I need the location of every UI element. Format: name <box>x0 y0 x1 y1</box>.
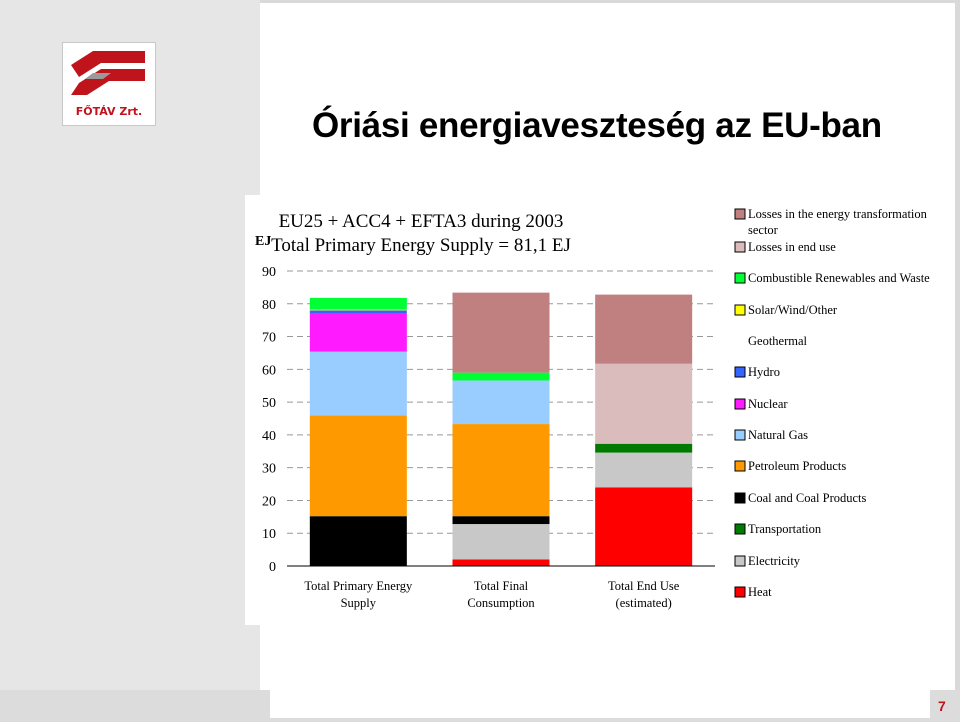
page-number: 7 <box>938 698 946 714</box>
legend-label: Geothermal <box>748 334 808 348</box>
y-tick-label: 30 <box>262 462 276 477</box>
stacked-bar-chart: 0 10 20 30 40 50 60 70 80 90 Total Primary Energy S… <box>255 207 930 610</box>
legend-label: Combustible Renewables and Waste <box>748 271 930 285</box>
legend-label: Hydro <box>748 365 780 379</box>
bar-segment-solar-wind-other <box>309 309 407 311</box>
legend-label: Losses in end use <box>748 240 836 254</box>
bar-segment-coal-and-coal-products <box>309 516 407 566</box>
legend-swatch <box>734 241 746 253</box>
y-tick-label: 0 <box>269 560 276 575</box>
slide-top-bar <box>0 0 960 3</box>
chart-subtitle: Total Primary Energy Supply = 81,1 EJ <box>271 235 571 256</box>
bar-segment-heat <box>452 559 550 566</box>
y-tick-label: 20 <box>262 494 276 509</box>
legend-swatch <box>734 208 746 220</box>
legend-label: Heat <box>748 585 772 599</box>
legend-label: Petroleum Products <box>748 459 846 473</box>
y-tick-label: 50 <box>262 396 276 411</box>
legend-label: Electricity <box>748 554 801 568</box>
y-tick-label: 60 <box>262 363 276 378</box>
legend: Losses in the energy transformation secto… <box>734 207 930 599</box>
bar-segment-electricity <box>595 452 693 488</box>
y-tick-label: 70 <box>262 331 276 346</box>
bar-segment-natural-gas <box>452 380 550 425</box>
axes: 0 10 20 30 40 50 60 70 80 90 Total Primary Energy S… <box>262 265 715 610</box>
bar-segment-transportation <box>595 443 693 453</box>
bar-segment-losses-in-the-energy-transformation-sector <box>595 294 693 364</box>
legend-label: Losses in the energy transformation secto… <box>748 207 928 237</box>
bottom-bar-inner <box>270 690 930 718</box>
bar-segment-electricity <box>452 524 550 560</box>
bar-segment-petroleum-products <box>309 415 407 517</box>
legend-swatch <box>734 304 746 316</box>
legend-swatch <box>734 272 746 284</box>
x-category-label: Total Primary Energy Supply <box>304 579 413 610</box>
bar-segment-losses-in-the-energy-transformation-sector <box>452 292 550 373</box>
legend-label: Coal and Coal Products <box>748 491 867 505</box>
logo-mark-icon <box>71 51 145 95</box>
legend-label: Natural Gas <box>748 428 808 442</box>
y-axis-label: EJ <box>255 234 271 249</box>
y-tick-label: 90 <box>262 265 276 280</box>
legend-swatch <box>734 366 746 378</box>
legend-swatch <box>734 586 746 598</box>
bar-segment-heat <box>595 487 693 566</box>
bar-segment-coal-and-coal-products <box>452 516 550 525</box>
chart-frame: 0 10 20 30 40 50 60 70 80 90 Total Primary Energy S… <box>245 195 955 625</box>
right-edge-strip <box>955 0 960 722</box>
legend-label: Transportation <box>748 522 822 536</box>
legend-swatch <box>734 555 746 567</box>
bar-segment-combustible-renewables-and-waste <box>309 297 407 310</box>
legend-swatch <box>734 429 746 441</box>
bar-segment-combustible-renewables-and-waste <box>452 372 550 381</box>
bar-segment-losses-in-end-use <box>595 363 693 444</box>
legend-swatch <box>734 523 746 535</box>
bar-segment-hydro <box>309 310 407 314</box>
legend-swatch <box>734 460 746 472</box>
chart-title: EU25 + ACC4 + EFTA3 during 2003 <box>279 211 564 232</box>
bar-segment-nuclear <box>309 313 407 352</box>
y-tick-label: 40 <box>262 429 276 444</box>
legend-swatch <box>734 492 746 504</box>
logo-text: FŐTÁV Zrt. <box>75 105 143 118</box>
y-tick-label: 10 <box>262 527 276 542</box>
company-logo: FŐTÁV Zrt. <box>62 42 156 126</box>
legend-swatch <box>734 398 746 410</box>
y-tick-label: 80 <box>262 298 276 313</box>
legend-label: Nuclear <box>748 397 788 411</box>
bar-segment-petroleum-products <box>452 424 550 517</box>
x-category-label: Total End Use (estimated) <box>608 579 680 610</box>
bars <box>309 292 693 566</box>
legend-label: Solar/Wind/Other <box>748 303 838 317</box>
slide-title: Óriási energiaveszteség az EU-ban <box>312 106 882 145</box>
x-category-label: Total Final Consumption <box>467 579 535 610</box>
bar-segment-natural-gas <box>309 351 407 416</box>
